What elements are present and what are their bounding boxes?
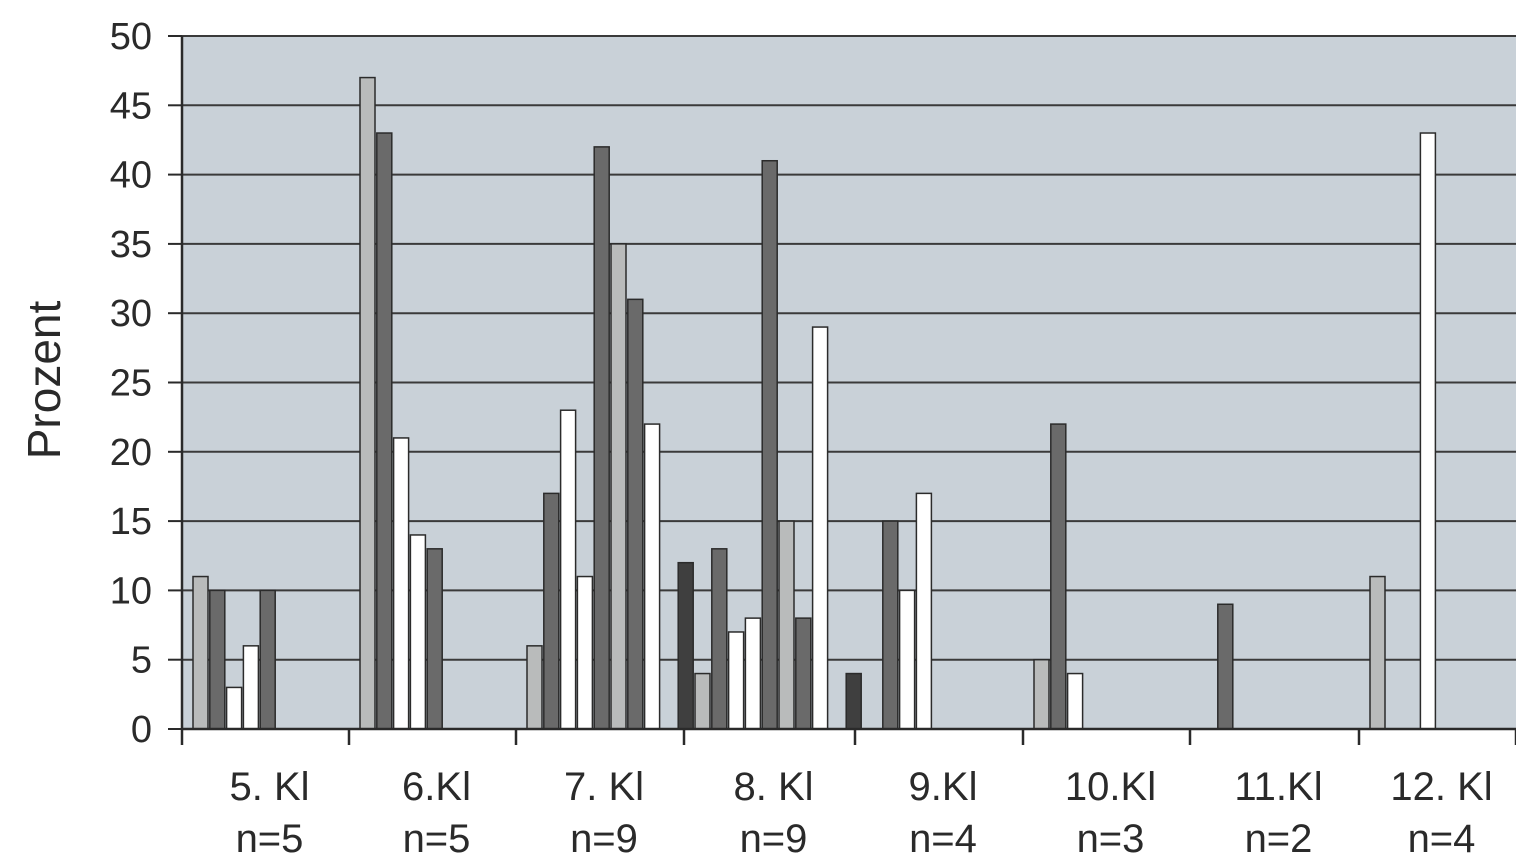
bar [761,159,778,730]
bar [882,520,899,730]
x-category-label: 6.Kl [402,765,471,809]
y-tick-label: 10 [110,570,152,612]
bar [543,492,560,730]
bar [711,548,728,730]
bar [727,631,745,730]
bar [795,617,812,730]
bar [526,645,543,730]
bar [209,589,226,730]
bar [643,423,661,730]
bar [898,589,916,730]
y-axis-title: Prozent [18,301,70,460]
bar [392,437,410,730]
bar [610,243,627,730]
bar [259,589,276,730]
axes [180,36,1516,745]
x-category-count: n=3 [1077,817,1145,861]
y-tick-label: 50 [110,16,152,58]
x-category-count: n=9 [570,817,638,861]
bar [409,534,427,730]
bar [627,298,644,730]
y-tick-label: 40 [110,155,152,197]
bar [1217,603,1234,730]
bar [593,146,610,730]
bar [359,76,376,730]
x-category-count: n=2 [1245,817,1313,861]
bar [576,575,594,730]
x-category-label: 12. Kl [1390,765,1492,809]
x-category-label: 7. Kl [564,765,644,809]
x-category-label: 5. Kl [229,765,309,809]
y-tick-label: 35 [110,224,152,266]
y-tick-label: 15 [110,501,152,543]
y-tick-label: 20 [110,432,152,474]
bar [845,672,862,730]
bars [192,76,1437,730]
bar [1369,575,1386,730]
x-category-label: 9.Kl [909,765,978,809]
bar [225,686,243,730]
y-tick-label: 25 [110,363,152,405]
x-category-count: n=5 [403,817,471,861]
x-category-count: n=4 [1408,817,1476,861]
bar [559,409,577,730]
y-tick-label: 0 [131,709,152,751]
bar [242,645,260,730]
bar [915,492,933,730]
bar [426,548,443,730]
x-category-count: n=9 [740,817,808,861]
bar [1033,658,1050,730]
x-category-label: 11.Kl [1234,765,1322,809]
y-tick-labels: 0 5 10 15 20 25 30 35 40 45 50 [110,16,152,751]
bar [376,132,393,730]
x-category-count: n=5 [236,817,304,861]
x-category-count: n=4 [909,817,977,861]
bar [1419,132,1437,730]
y-tick-label: 5 [131,640,152,682]
bar [192,575,209,730]
bar [744,617,762,730]
y-tick-label: 45 [110,85,152,127]
bar [811,326,829,730]
y-tick-label: 30 [110,293,152,335]
x-category-label: 8. Kl [733,765,813,809]
bar [1050,423,1067,730]
bar [677,561,694,730]
x-category-label: 10.Kl [1065,765,1156,809]
bar [694,672,711,730]
x-category-labels: 5. Kl n=5 6.Kl n=5 7. Kl n=9 8. Kl n=9 9.Kl n=4 10… [229,765,1492,861]
bar [1066,672,1084,730]
bar [778,520,795,730]
